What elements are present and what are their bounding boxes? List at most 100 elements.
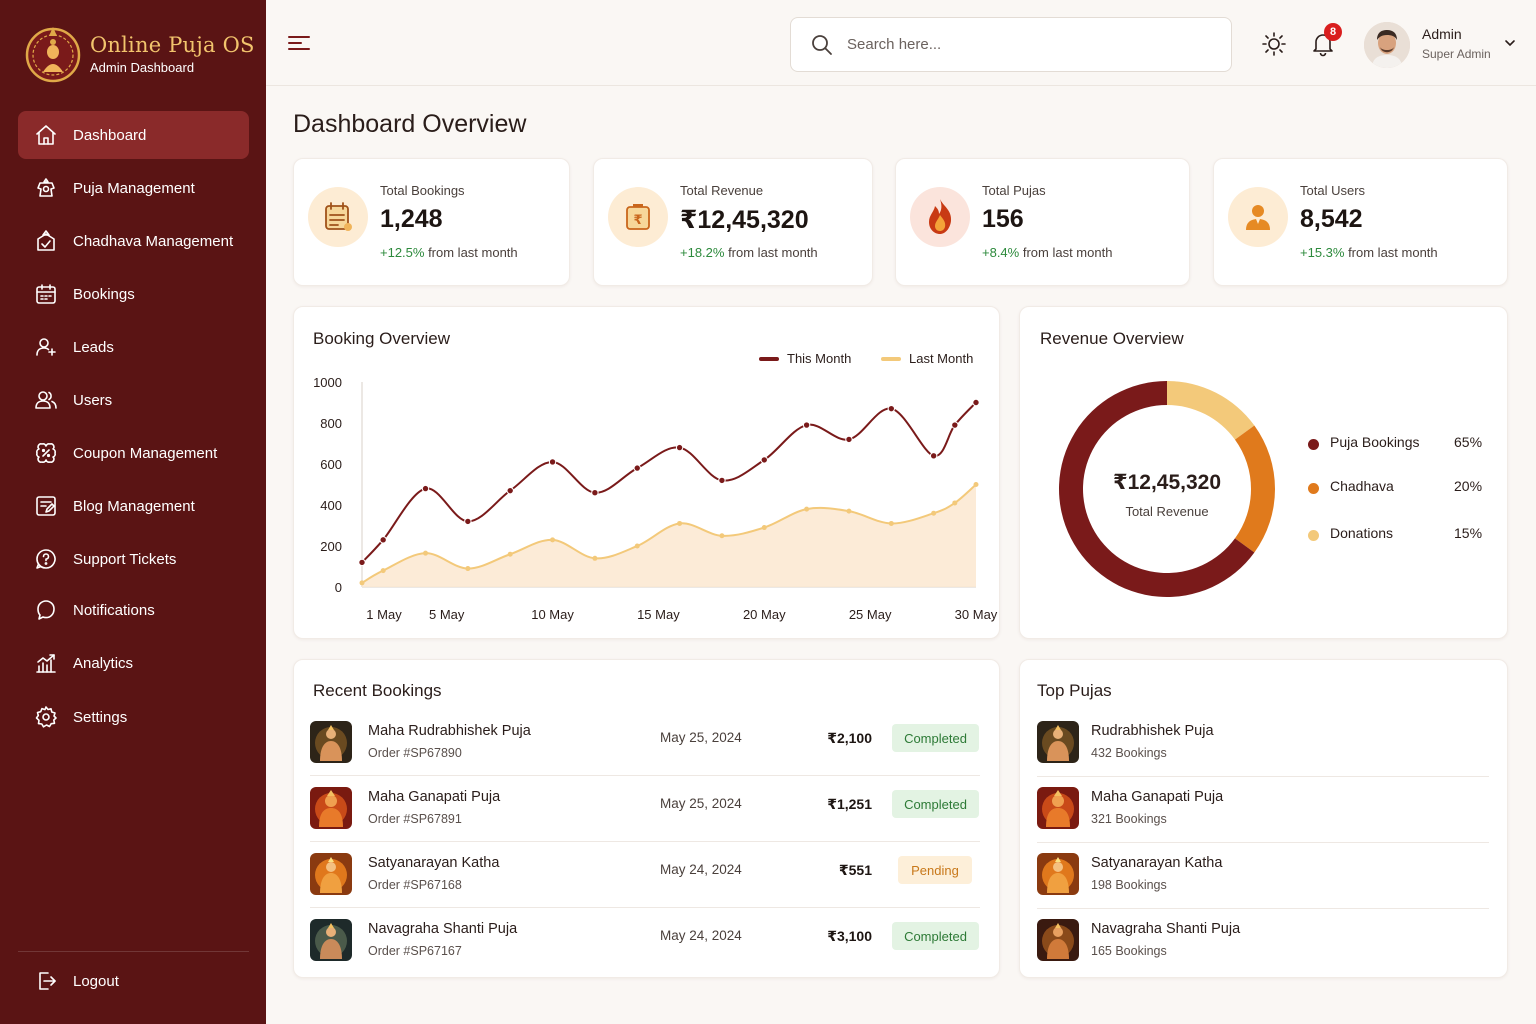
search-input[interactable] bbox=[847, 36, 1207, 53]
puja-thumbnail-icon bbox=[310, 919, 352, 961]
list-item[interactable]: Maha Ganapati Puja 321 Bookings bbox=[1037, 787, 1487, 853]
puja-icon bbox=[34, 176, 58, 200]
booking-date: May 25, 2024 bbox=[660, 730, 742, 745]
last-month-point bbox=[677, 520, 683, 526]
svg-text:₹: ₹ bbox=[633, 213, 642, 228]
this-month-point bbox=[760, 456, 768, 464]
table-row[interactable]: Maha Ganapati Puja Order #SP67891 May 25… bbox=[310, 787, 980, 853]
stat-change: +15.3% from last month bbox=[1300, 245, 1438, 260]
sidebar-divider bbox=[18, 951, 249, 952]
top-pujas-card: Top Pujas Rudrabhishek Puja 432 Bookings… bbox=[1019, 659, 1508, 978]
table-row[interactable]: Navagraha Shanti Puja Order #SP67167 May… bbox=[310, 919, 980, 985]
sidebar-item-users[interactable]: Users bbox=[18, 376, 249, 424]
sidebar-item-label: Puja Management bbox=[73, 179, 195, 197]
sidebar-item-analytics[interactable]: Analytics bbox=[18, 639, 249, 687]
puja-booking-count: 165 Bookings bbox=[1091, 944, 1167, 958]
logout-icon bbox=[34, 969, 58, 993]
card-title: Revenue Overview bbox=[1040, 329, 1184, 348]
x-tick-label: 1 May bbox=[366, 607, 402, 622]
sidebar-item-label: Leads bbox=[73, 338, 114, 356]
sidebar-item-support-tickets[interactable]: Support Tickets bbox=[18, 535, 249, 583]
puja-booking-count: 321 Bookings bbox=[1091, 812, 1167, 826]
last-month-point bbox=[888, 520, 894, 526]
booking-amount: ₹1,251 bbox=[827, 796, 872, 812]
sidebar-item-notifications[interactable]: Notifications bbox=[18, 586, 249, 634]
legend-dot bbox=[1308, 483, 1319, 494]
sidebar-item-blog-management[interactable]: Blog Management bbox=[18, 482, 249, 530]
this-month-point bbox=[548, 458, 557, 466]
legend-item-last-month[interactable]: Last Month bbox=[881, 351, 973, 366]
last-month-point bbox=[952, 500, 958, 506]
search-icon bbox=[812, 34, 832, 55]
stat-label: Total Pujas bbox=[982, 183, 1046, 198]
sidebar-item-leads[interactable]: Leads bbox=[18, 323, 249, 371]
stat-change-suffix: from last month bbox=[1344, 245, 1438, 260]
puja-thumbnail-icon bbox=[310, 787, 352, 829]
user-avatar-icon bbox=[1364, 22, 1410, 68]
sidebar-item-dashboard[interactable]: Dashboard bbox=[18, 111, 249, 159]
sidebar-item-bookings[interactable]: Bookings bbox=[18, 270, 249, 318]
row-divider bbox=[1037, 842, 1489, 843]
stat-card-users: Total Users 8,542 +15.3% from last month bbox=[1213, 158, 1508, 286]
coupon-icon bbox=[34, 441, 58, 465]
sidebar-item-label: Users bbox=[73, 391, 113, 409]
stat-value: ₹12,45,320 bbox=[680, 206, 809, 234]
analytics-icon bbox=[34, 651, 58, 675]
chevron-down-icon[interactable] bbox=[1503, 36, 1517, 50]
last-month-point bbox=[465, 566, 471, 572]
sidebar-item-coupon-management[interactable]: Coupon Management bbox=[18, 429, 249, 477]
x-tick-label: 30 May bbox=[955, 607, 998, 622]
this-month-point bbox=[633, 464, 641, 472]
avatar[interactable] bbox=[1364, 22, 1410, 68]
this-month-point bbox=[951, 421, 959, 429]
this-month-point bbox=[887, 404, 896, 413]
stat-change: +8.4% from last month bbox=[982, 245, 1112, 260]
sidebar-item-label: Dashboard bbox=[73, 126, 147, 144]
puja-name: Rudrabhishek Puja bbox=[1091, 723, 1214, 739]
table-row[interactable]: Satyanarayan Katha Order #SP67168 May 24… bbox=[310, 853, 980, 919]
y-tick-label: 200 bbox=[320, 539, 342, 554]
menu-icon[interactable] bbox=[286, 30, 312, 56]
table-row[interactable]: Maha Rudrabhishek Puja Order #SP67890 Ma… bbox=[310, 721, 980, 787]
puja-thumbnail-icon bbox=[310, 721, 352, 763]
stat-change-suffix: from last month bbox=[424, 245, 518, 260]
booking-order: Order #SP67891 bbox=[368, 812, 462, 826]
y-tick-label: 800 bbox=[320, 416, 342, 431]
last-month-point bbox=[719, 533, 725, 539]
stat-change-suffix: from last month bbox=[1019, 245, 1113, 260]
x-tick-label: 5 May bbox=[429, 607, 465, 622]
revenue-overview-card: Revenue Overview ₹12,45,320 Total Revenu… bbox=[1019, 306, 1508, 639]
row-divider bbox=[1037, 776, 1489, 777]
puja-thumbnail-icon bbox=[1037, 853, 1079, 895]
donut-slice-chadhava bbox=[1234, 425, 1275, 553]
stat-card-bookings: Total Bookings 1,248 +12.5% from last mo… bbox=[293, 158, 570, 286]
row-divider bbox=[310, 775, 980, 776]
booking-amount: ₹2,100 bbox=[827, 730, 872, 746]
brand-subtitle: Admin Dashboard bbox=[90, 59, 195, 75]
home-icon bbox=[34, 123, 58, 147]
stat-change-percent: +8.4% bbox=[982, 245, 1020, 260]
sidebar-item-chadhava-management[interactable]: Chadhava Management bbox=[18, 217, 249, 265]
list-item[interactable]: Satyanarayan Katha 198 Bookings bbox=[1037, 853, 1487, 919]
page-title: Dashboard Overview bbox=[293, 110, 527, 138]
last-month-point bbox=[380, 568, 386, 574]
last-month-point bbox=[423, 550, 429, 556]
legend-value: 15% bbox=[1454, 525, 1483, 541]
search-box[interactable] bbox=[790, 17, 1232, 72]
puja-thumbnail-icon bbox=[1037, 721, 1079, 763]
this-month-point bbox=[802, 421, 811, 429]
sidebar-item-settings[interactable]: Settings bbox=[18, 693, 249, 741]
stat-label: Total Bookings bbox=[380, 183, 465, 198]
y-tick-label: 0 bbox=[335, 580, 342, 595]
stat-change-percent: +15.3% bbox=[1300, 245, 1345, 260]
theme-toggle-icon[interactable] bbox=[1261, 31, 1287, 57]
list-item[interactable]: Rudrabhishek Puja 432 Bookings bbox=[1037, 721, 1487, 787]
sidebar-item-label: Analytics bbox=[73, 654, 134, 672]
sidebar-item-label: Chadhava Management bbox=[73, 232, 234, 250]
sidebar-item-puja-management[interactable]: Puja Management bbox=[18, 164, 249, 212]
list-item[interactable]: Navagraha Shanti Puja 165 Bookings bbox=[1037, 919, 1487, 985]
puja-thumbnail-icon bbox=[310, 853, 352, 895]
legend-swatch bbox=[759, 356, 779, 361]
logout-button[interactable]: Logout bbox=[18, 957, 249, 1005]
legend-item-this-month[interactable]: This Month bbox=[759, 351, 851, 366]
